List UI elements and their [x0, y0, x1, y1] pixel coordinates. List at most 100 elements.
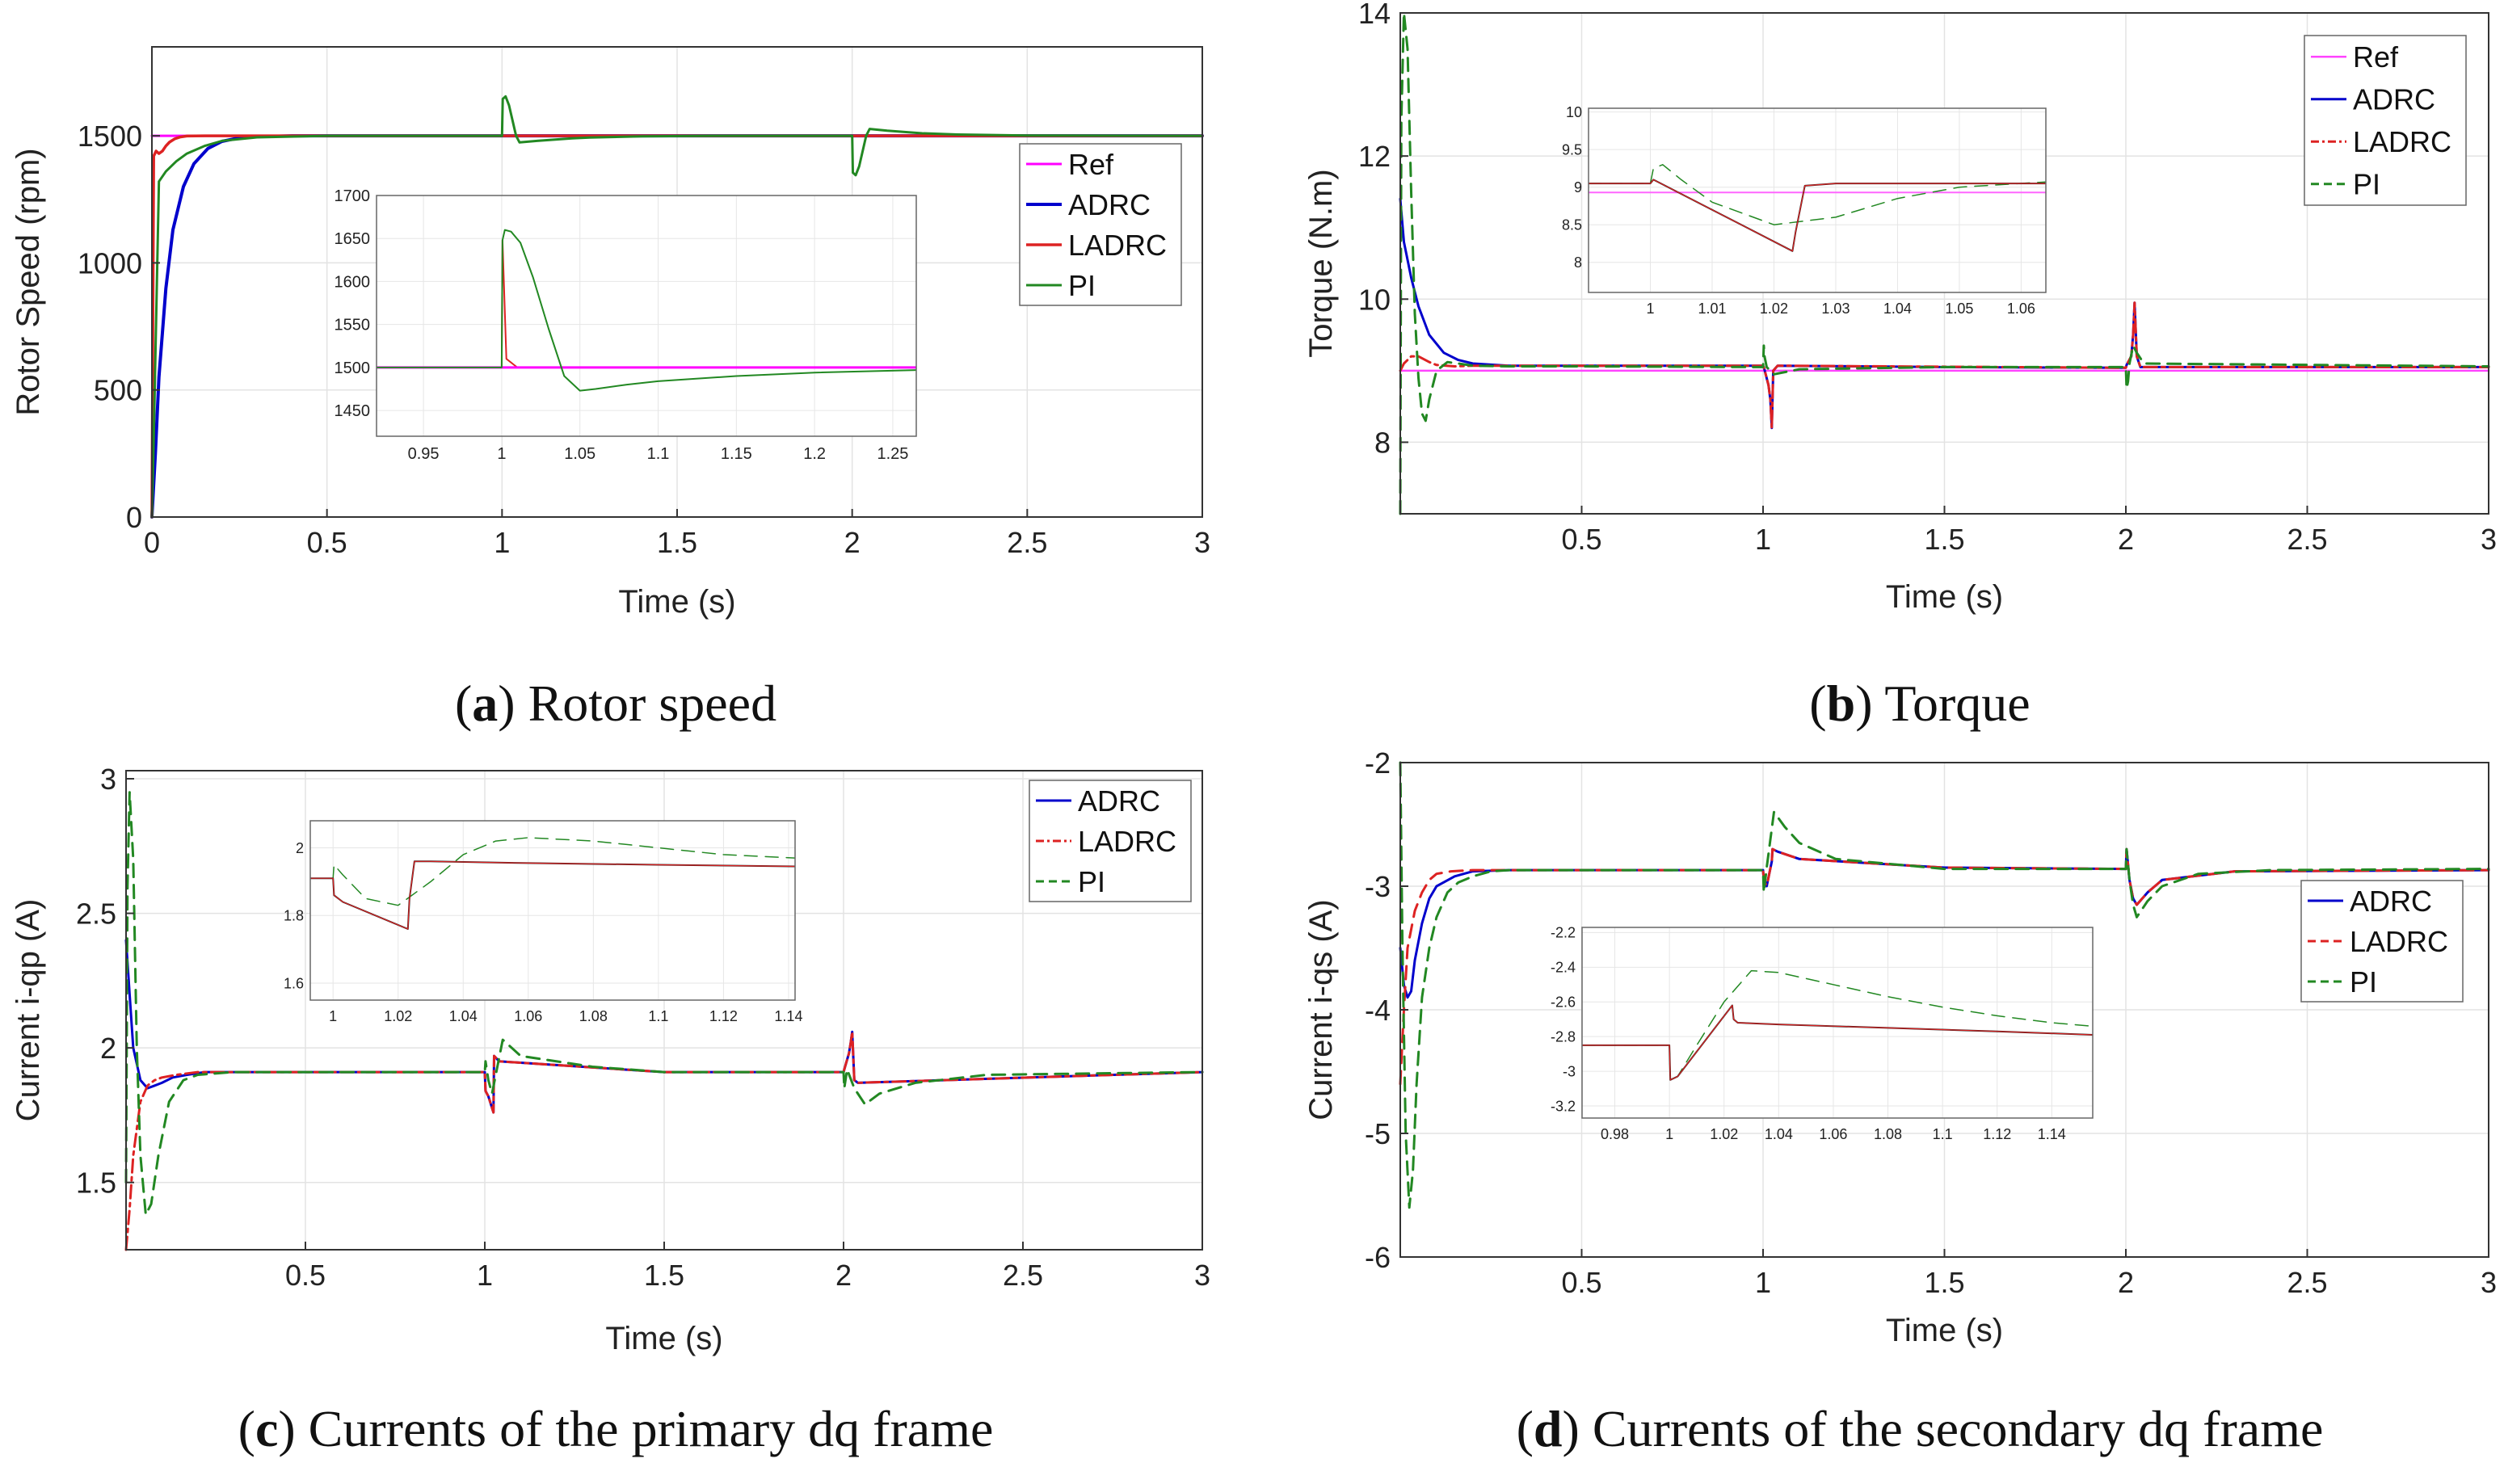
series-group: [124, 791, 1204, 1251]
legend-a: Ref ADRC LADRC PI: [1019, 143, 1182, 306]
caption-b: (b) Torque: [1809, 675, 2030, 732]
caption-text: Currents of the primary dq frame: [296, 1400, 994, 1457]
inset-y-tick-label: 9.5: [1562, 141, 1582, 158]
legend-box: [2304, 35, 2467, 206]
inset-x-tick-label: 1.14: [774, 1008, 802, 1024]
y-tick-label: -5: [1365, 1117, 1391, 1150]
legend-label-ladrc: LADRC: [1068, 229, 1167, 262]
legend-box: [1019, 143, 1182, 306]
inset-y-tick-label: -2.2: [1551, 925, 1576, 941]
x-axis-label: Time (s): [1886, 1313, 2003, 1348]
x-tick-label: 0.5: [1561, 1266, 1601, 1299]
inset-y-tick-label: -3.2: [1551, 1098, 1576, 1114]
inset-x-tick-label: 1: [329, 1008, 337, 1024]
inset-x-tick-label: 1.25: [877, 445, 908, 463]
inset-series-group: [1582, 969, 2093, 1081]
x-tick-label: 0.5: [285, 1259, 326, 1292]
series-line-pi: [1399, 761, 2490, 1209]
caption-letter: b: [1827, 675, 1856, 732]
inset-x-tick-label: 1.12: [1983, 1126, 2011, 1142]
inset-x-tick-label: 1.08: [579, 1008, 608, 1024]
y-tick-label: -3: [1365, 870, 1391, 903]
inset-frame: [309, 820, 796, 1001]
series-line-ladrc: [1399, 301, 2490, 430]
legend-label-ladrc: LADRC: [1078, 825, 1176, 858]
x-axis-label: Time (s): [605, 1321, 722, 1356]
inset-x-tick-label: 1.02: [384, 1008, 412, 1024]
x-tick-label: 3: [1194, 1259, 1210, 1292]
caption-a: (a) Rotor speed: [455, 675, 776, 732]
inset-y-tick-label: 1700: [335, 187, 371, 205]
inset-x-tick-label: 1.1: [648, 1008, 668, 1024]
caption-paren: (: [1517, 1400, 1534, 1457]
legend-label-adrc: ADRC: [1068, 188, 1151, 221]
inset-series-group: [377, 229, 916, 392]
caption-paren: (: [1809, 675, 1826, 732]
caption-c: (c) Currents of the primary dq frame: [238, 1400, 994, 1457]
inset-x-tick-label: 1: [1646, 301, 1654, 317]
legend-b: Ref ADRC LADRC PI: [2304, 35, 2467, 206]
inset-y-tick-label: -2.4: [1551, 960, 1576, 976]
inset-x-tick-label: 1: [1665, 1126, 1673, 1142]
y-tick-label: 12: [1358, 140, 1391, 173]
caption-letter: d: [1534, 1400, 1563, 1457]
inset-series-group: [1589, 164, 2046, 252]
x-tick-label: 0: [144, 526, 160, 559]
inset-b: 1 1.01 1.02 1.03 1.04 1.05 1.06 8 8.5 9 9.5 10: [1562, 104, 2047, 317]
caption-paren: ): [498, 675, 515, 732]
x-tick-label: 0.5: [1561, 523, 1601, 556]
legend-label-pi: PI: [2353, 168, 2380, 201]
legend-label-ladrc: LADRC: [2353, 125, 2451, 158]
inset-x-tick-label: 1.1: [1933, 1126, 1953, 1142]
series-group: [150, 95, 1204, 519]
inset-x-tick-label: 1.12: [709, 1008, 738, 1024]
inset-x-tick-label: 1.04: [1883, 301, 1912, 317]
caption-text: Torque: [1873, 675, 2031, 732]
inset-x-tick-label: 1.04: [449, 1008, 478, 1024]
x-tick-label: 0.5: [307, 526, 347, 559]
caption-text: Currents of the secondary dq frame: [1580, 1400, 2324, 1457]
caption-paren: ): [278, 1400, 295, 1457]
inset-frame: [376, 195, 917, 437]
y-tick-label: -2: [1365, 746, 1391, 780]
inset-x-tick-label: 1.06: [1819, 1126, 1847, 1142]
legend-label-adrc: ADRC: [2350, 885, 2432, 918]
legend-c: ADRC LADRC PI: [1029, 780, 1192, 902]
y-tick-label: 2.5: [76, 898, 116, 931]
inset-x-tick-label: 0.95: [408, 445, 440, 463]
x-axis-label: Time (s): [618, 584, 735, 620]
inset-y-tick-label: -3: [1563, 1063, 1576, 1079]
inset-line-series-0: [310, 837, 795, 906]
inset-area: [377, 195, 916, 436]
inset-line-series-2: [1582, 1004, 2093, 1081]
y-tick-label: 0: [126, 501, 142, 534]
caption-paren: (: [455, 675, 472, 732]
inset-x-tick-label: 1.06: [514, 1008, 542, 1024]
y-tick-label: 8: [1374, 426, 1391, 459]
y-tick-label: 1.5: [76, 1167, 116, 1200]
caption-paren: ): [1563, 1400, 1580, 1457]
inset-y-tick-label: 8.5: [1562, 217, 1582, 233]
legend-d: ADRC LADRC PI: [2300, 880, 2464, 1003]
inset-line-series-1: [1589, 164, 2046, 225]
inset-y-tick-label: 10: [1566, 104, 1582, 120]
inset-d: 0.98 1 1.02 1.04 1.06 1.08 1.1 1.12 1.14 -3.2 -3 -2…: [1551, 925, 2094, 1142]
inset-area: [1589, 108, 2046, 292]
legend-label-ladrc: LADRC: [2350, 925, 2448, 958]
inset-y-tick-label: 8: [1574, 254, 1582, 271]
x-tick-label: 1: [477, 1259, 493, 1292]
y-tick-label: -6: [1365, 1241, 1391, 1274]
inset-series-group: [310, 837, 795, 930]
x-tick-label: 2: [844, 526, 861, 559]
y-tick-label: -4: [1365, 994, 1391, 1027]
y-axis-label: Rotor Speed (rpm): [11, 148, 46, 415]
inset-x-tick-label: 1.1: [647, 445, 670, 463]
y-axis-label: Torque (N.m): [1303, 169, 1339, 357]
x-tick-label: 1: [494, 526, 510, 559]
legend-label-pi: PI: [1078, 865, 1105, 898]
y-tick-label: 14: [1358, 0, 1391, 30]
legend-label-adrc: ADRC: [2353, 83, 2435, 116]
y-tick-label: 2: [100, 1032, 116, 1065]
x-tick-label: 1: [1755, 1266, 1771, 1299]
